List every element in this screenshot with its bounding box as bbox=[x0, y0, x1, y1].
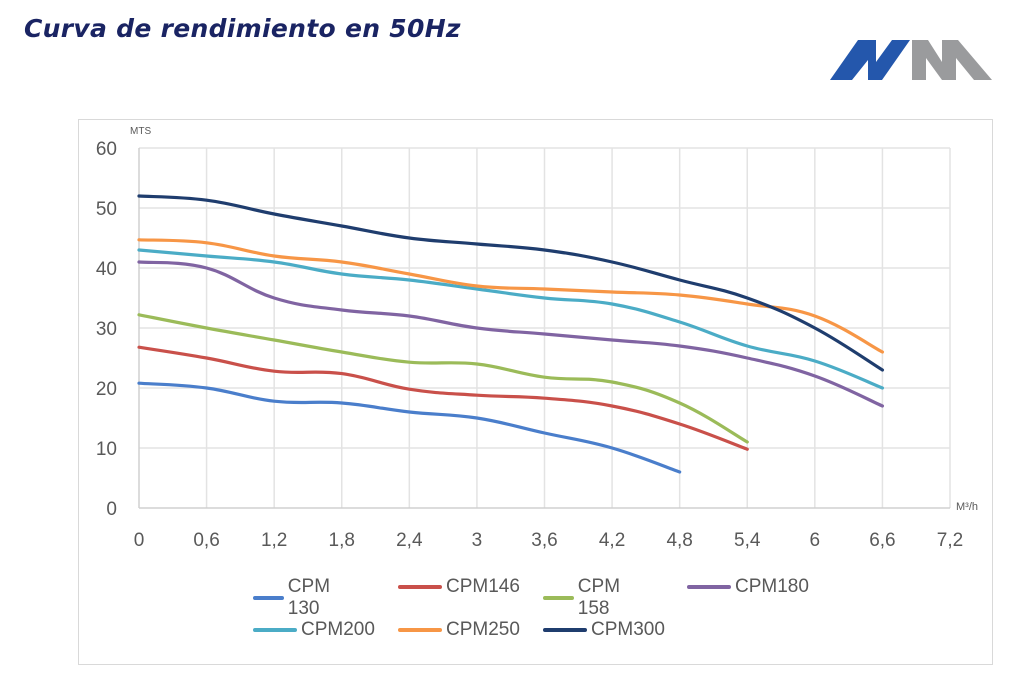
legend-item: CPM200 bbox=[253, 619, 375, 641]
legend-swatch bbox=[253, 628, 297, 632]
legend-swatch bbox=[543, 628, 587, 632]
series-line-cpm180 bbox=[137, 260, 885, 408]
y-axis-label: MTS bbox=[130, 126, 151, 137]
x-tick-label: 1,2 bbox=[261, 530, 287, 551]
legend-item: CPM250 bbox=[398, 619, 520, 641]
legend-swatch bbox=[398, 628, 442, 632]
x-tick-label: 1,8 bbox=[329, 530, 355, 551]
legend-item: CPM 130 bbox=[253, 576, 343, 620]
series-line-cpm300 bbox=[137, 194, 885, 372]
y-tick-label: 60 bbox=[96, 139, 117, 160]
x-tick-label: 0,6 bbox=[193, 530, 219, 551]
x-tick-label: 7,2 bbox=[937, 530, 963, 551]
legend-label: CPM 158 bbox=[577, 576, 621, 619]
legend-label: CPM200 bbox=[301, 619, 375, 640]
y-tick-label: 0 bbox=[106, 499, 117, 520]
series-lines bbox=[137, 194, 885, 474]
x-tick-label: 6,6 bbox=[869, 530, 895, 551]
x-tick-label: 3,6 bbox=[531, 530, 557, 551]
y-tick-label: 30 bbox=[96, 319, 117, 340]
chart-frame bbox=[78, 119, 993, 665]
axes bbox=[138, 148, 950, 509]
legend-label: CPM 130 bbox=[287, 576, 331, 619]
y-tick-label: 40 bbox=[96, 259, 117, 280]
y-tick-label: 10 bbox=[96, 439, 117, 460]
series-line-cpm146 bbox=[137, 345, 749, 451]
x-tick-label: 4,8 bbox=[666, 530, 692, 551]
y-tick-label: 20 bbox=[96, 379, 117, 400]
series-line-cpm250 bbox=[137, 238, 885, 354]
logo-left-m bbox=[830, 40, 910, 80]
x-tick-label: 2,4 bbox=[396, 530, 423, 551]
x-tick-label: 5,4 bbox=[734, 530, 761, 551]
mm-logo bbox=[830, 40, 992, 80]
x-tick-label: 0 bbox=[134, 530, 145, 551]
legend-item: CPM 158 bbox=[543, 576, 633, 620]
legend-swatch bbox=[687, 585, 731, 589]
grid-lines bbox=[139, 147, 951, 508]
legend-label: CPM300 bbox=[591, 619, 665, 640]
y-tick-labels: 0 10 20 30 40 50 60 bbox=[96, 139, 117, 520]
series-line-cpm130 bbox=[137, 381, 682, 474]
legend-label: CPM250 bbox=[446, 619, 520, 640]
y-tick-label: 50 bbox=[96, 199, 117, 220]
series-line-cpm158 bbox=[137, 313, 749, 444]
x-tick-label: 3 bbox=[472, 530, 483, 551]
x-tick-label: 6 bbox=[810, 530, 821, 551]
legend-swatch bbox=[543, 596, 574, 600]
legend-label: CPM180 bbox=[735, 576, 809, 597]
x-axis-label: M³/h bbox=[956, 501, 978, 513]
x-tick-label: 4,2 bbox=[599, 530, 625, 551]
x-tick-labels: 0 0,6 1,2 1,8 2,4 3 3,6 4,2 4,8 5,4 6 6,6 7,2 bbox=[134, 530, 964, 551]
logo-right-m bbox=[912, 40, 992, 80]
legend-item: CPM300 bbox=[543, 619, 665, 641]
legend-label: CPM146 bbox=[446, 576, 520, 597]
legend-swatch bbox=[253, 596, 284, 600]
page-title: Curva de rendimiento en 50Hz bbox=[24, 14, 461, 43]
series-line-cpm200 bbox=[137, 248, 885, 390]
legend-item: CPM180 bbox=[687, 576, 809, 598]
legend-swatch bbox=[398, 585, 442, 589]
legend-item: CPM146 bbox=[398, 576, 520, 598]
